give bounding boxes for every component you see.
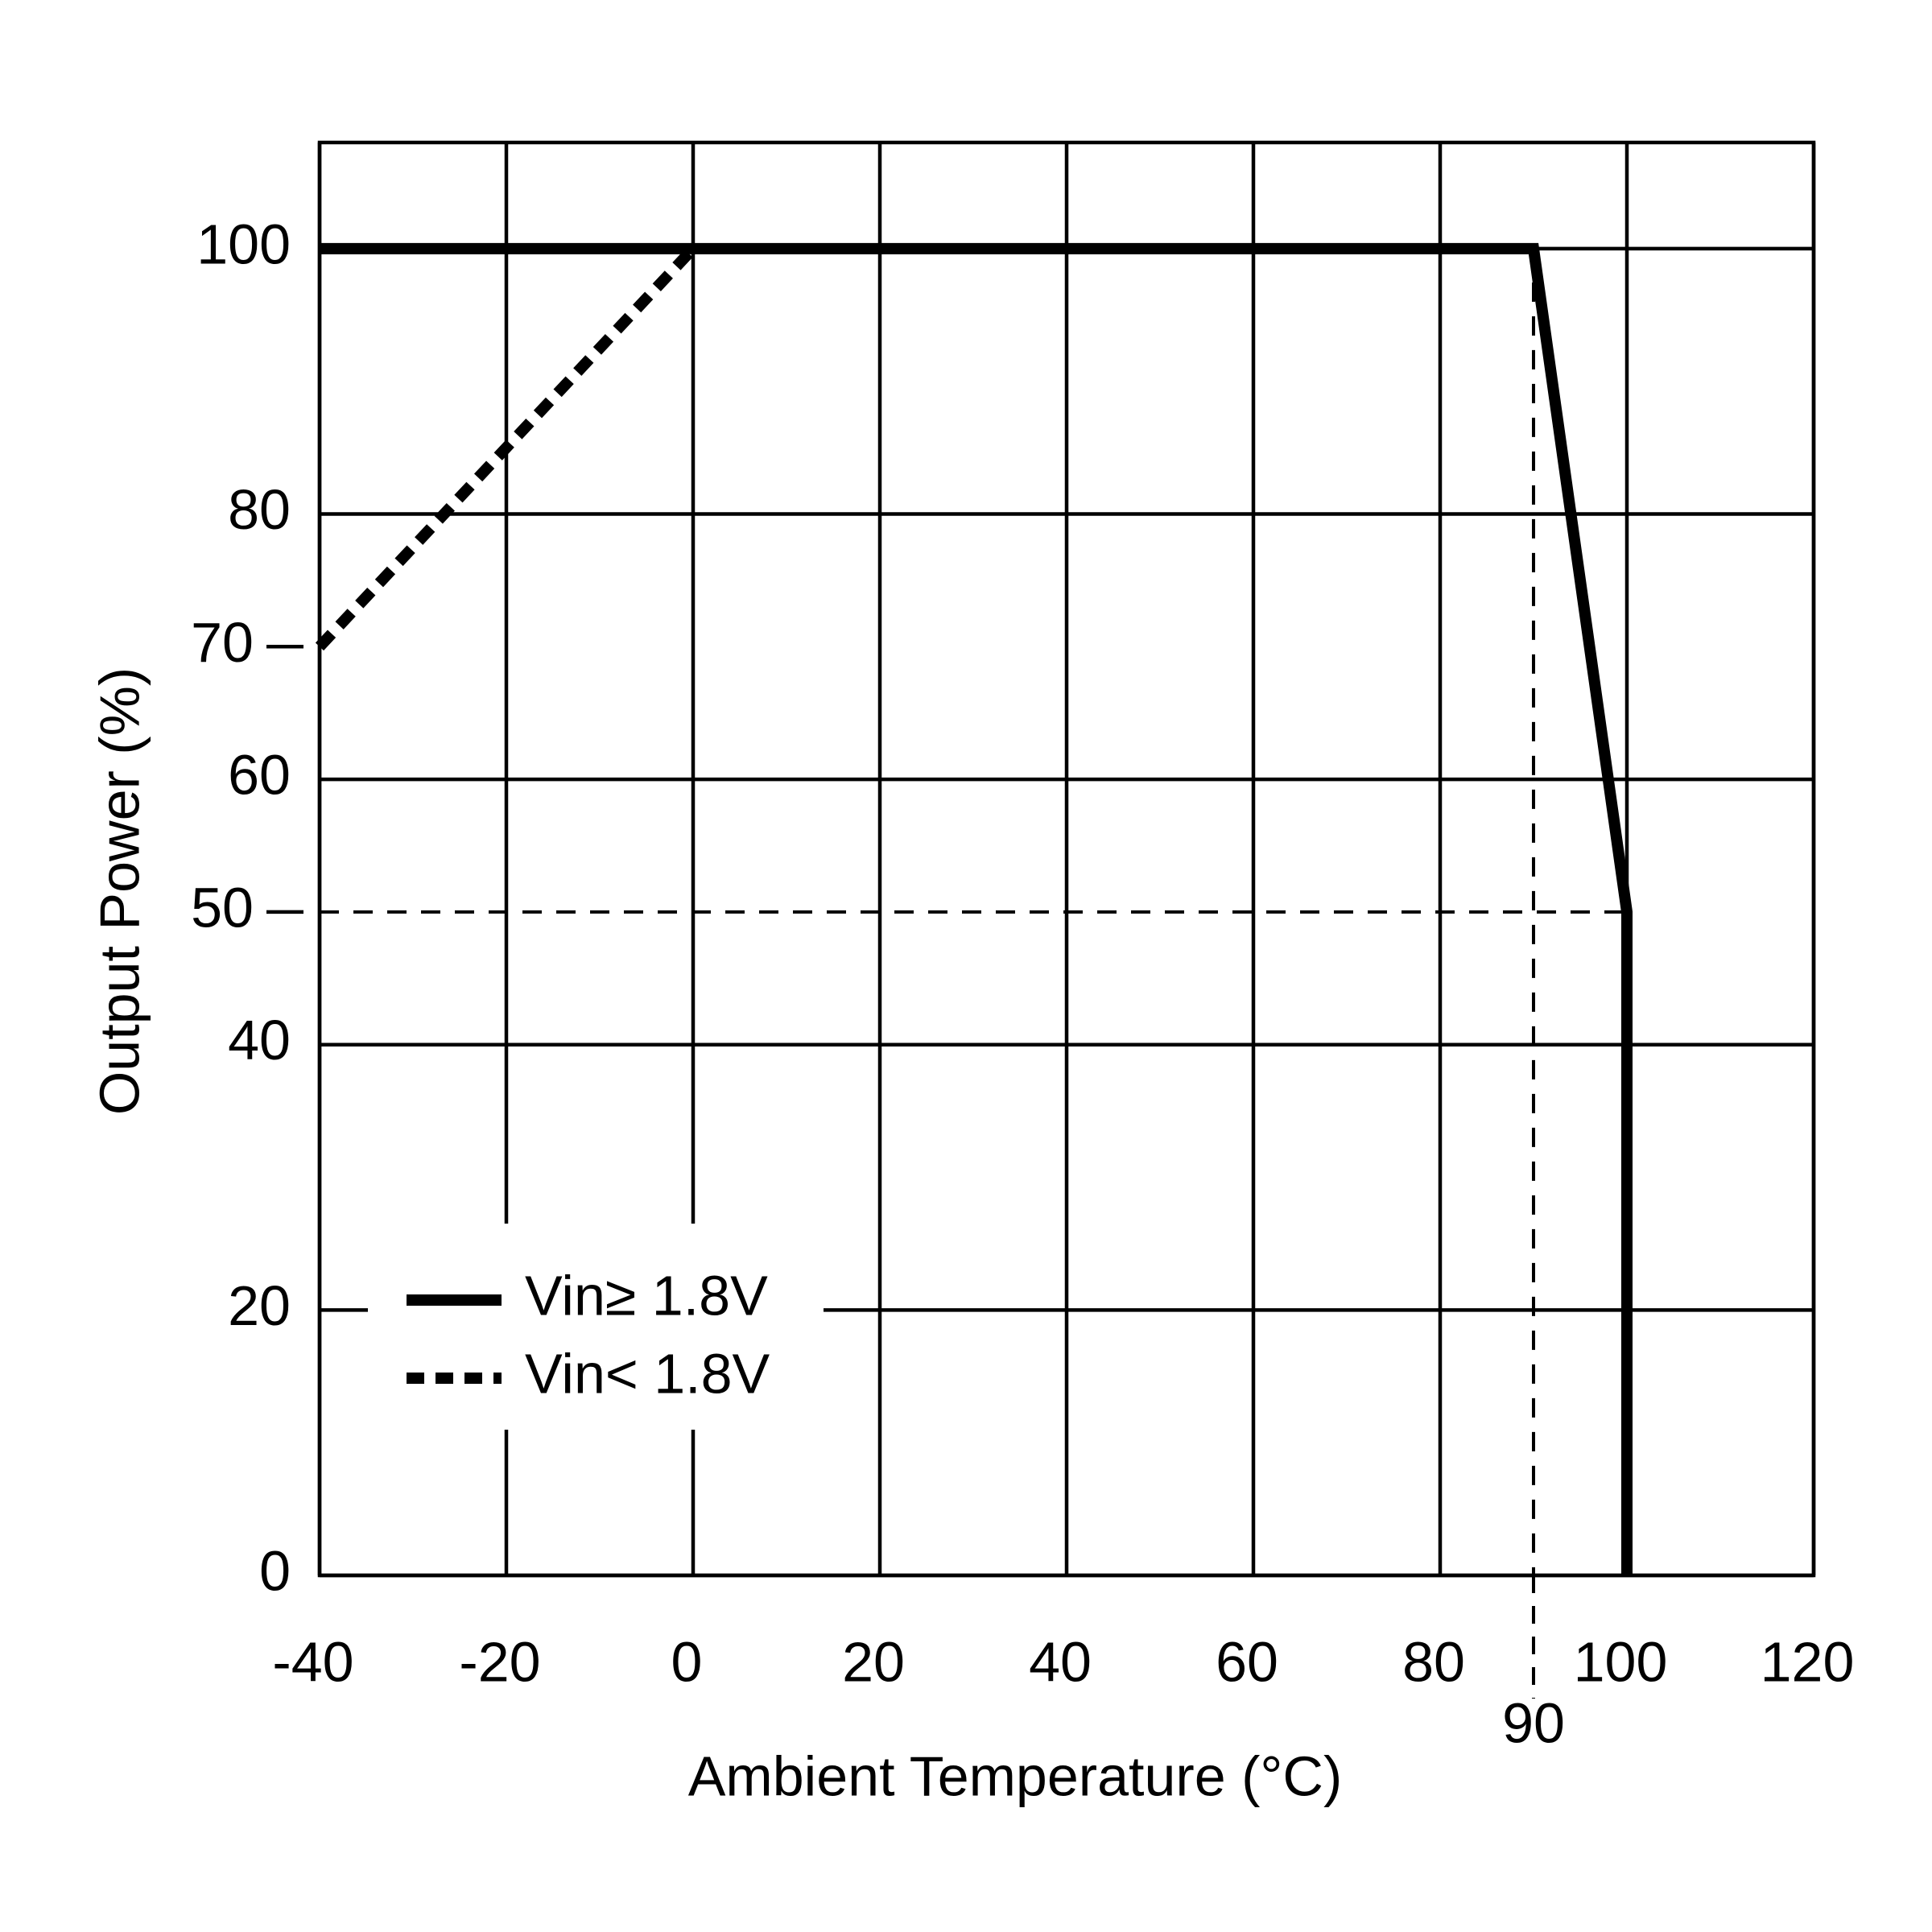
legend-label: Vin< 1.8V xyxy=(525,1342,770,1405)
x-tick-label: 60 xyxy=(1216,1630,1278,1693)
x-tick-label: 0 xyxy=(671,1630,703,1693)
y-tick-label: 70 xyxy=(191,611,254,674)
x-tick-label: -40 xyxy=(272,1630,353,1693)
y-tick-label: 50 xyxy=(191,876,254,939)
y-tick-label: 40 xyxy=(228,1009,291,1071)
x-tick-label: 100 xyxy=(1574,1630,1668,1693)
x-tick-label: -20 xyxy=(459,1630,540,1693)
x-tick-label: 80 xyxy=(1402,1630,1465,1693)
plot-border xyxy=(317,140,1816,1578)
x-tick-label: 90 xyxy=(1502,1691,1565,1754)
y-tick-label: 60 xyxy=(228,744,291,807)
y-tick-label: 0 xyxy=(259,1539,291,1602)
series-line xyxy=(320,242,1633,1575)
y-tick-label: 100 xyxy=(196,213,291,275)
y-tick-label: 20 xyxy=(228,1274,291,1337)
y-tick-label: 80 xyxy=(228,478,291,541)
y-axis-title: Output Power (%) xyxy=(88,667,151,1115)
x-axis-title: Ambient Temperature (°C) xyxy=(688,1744,1343,1807)
legend-box xyxy=(368,1224,824,1430)
x-tick-label: 40 xyxy=(1029,1630,1092,1693)
x-tick-label: 120 xyxy=(1761,1630,1855,1693)
series-line xyxy=(315,245,698,651)
legend-label: Vin≥ 1.8V xyxy=(525,1264,768,1327)
x-tick-label: 20 xyxy=(842,1630,905,1693)
